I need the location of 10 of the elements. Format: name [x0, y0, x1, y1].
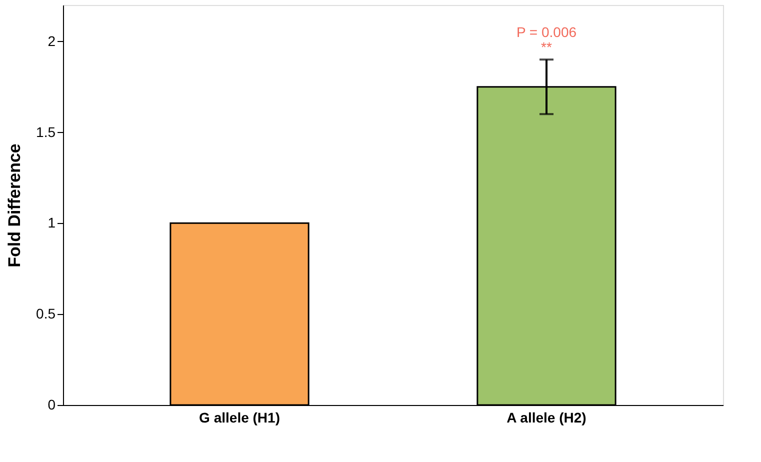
x-tick-label: A allele (H2) — [506, 410, 586, 426]
annotation: P = 0.006 — [516, 24, 577, 40]
y-tick-label: 1.5 — [36, 124, 56, 140]
x-tick-label: G allele (H1) — [199, 410, 280, 426]
y-tick-label: 1 — [48, 214, 56, 231]
y-tick-label: 0 — [48, 396, 56, 412]
y-axis-title: Fold Difference — [5, 144, 24, 268]
annotation: ** — [541, 39, 552, 55]
y-tick-label: 0.5 — [36, 306, 56, 322]
y-tick-label: 2 — [48, 32, 56, 49]
